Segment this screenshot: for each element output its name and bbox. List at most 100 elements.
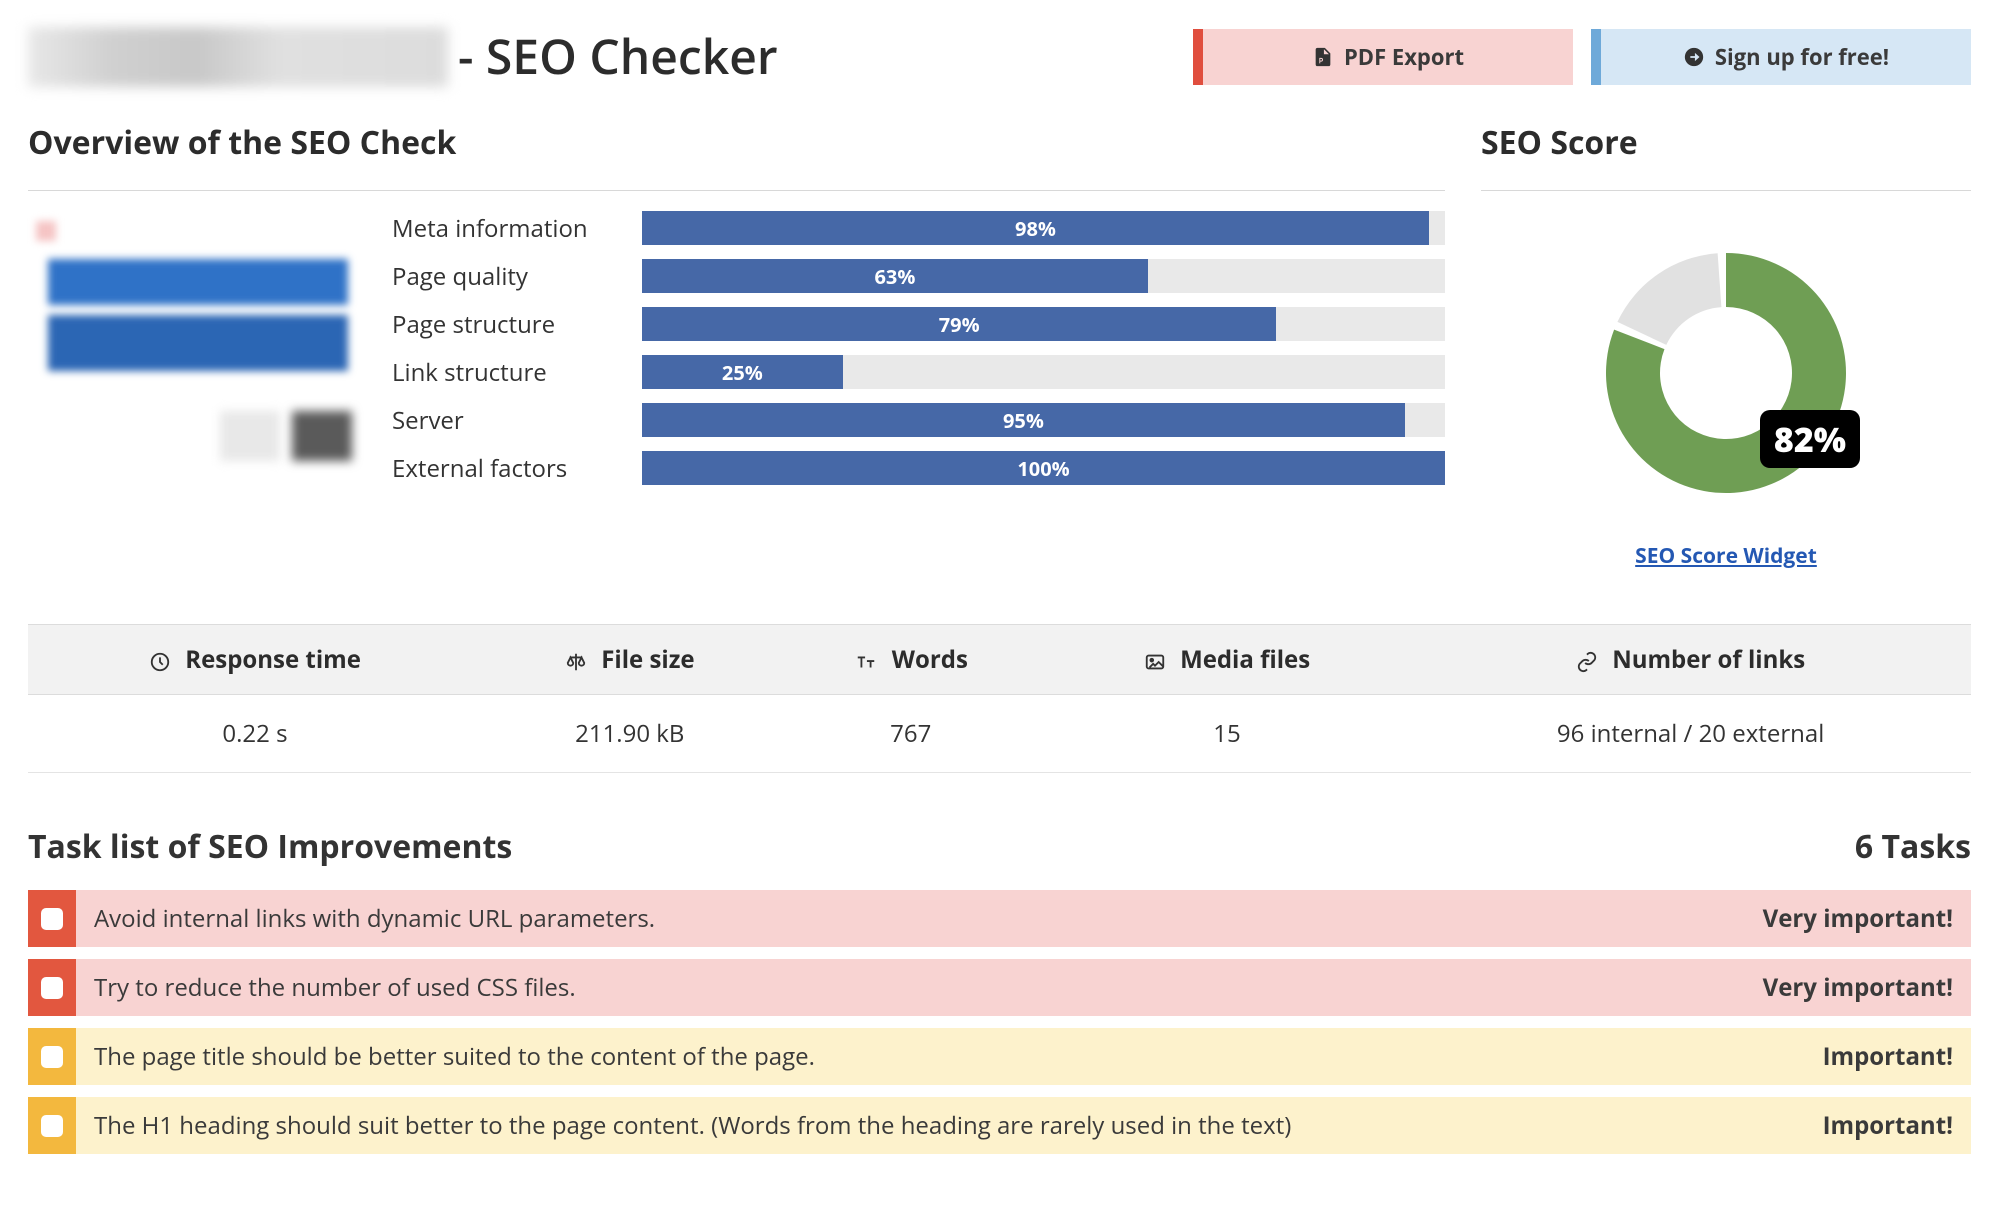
- task-text: The page title should be better suited t…: [94, 1040, 815, 1073]
- bar-label: Page quality: [392, 260, 642, 293]
- bar-label: Meta information: [392, 212, 642, 245]
- score-badge: 82%: [1760, 410, 1860, 468]
- stats-value-row: 0.22 s211.90 kB7671596 internal / 20 ext…: [28, 695, 1971, 773]
- bar-track: 63%: [642, 259, 1445, 293]
- bar-fill: 63%: [642, 259, 1148, 293]
- bar-label: Page structure: [392, 308, 642, 341]
- stats-col-header: Words: [778, 625, 1044, 695]
- task-body: The H1 heading should suit better to the…: [76, 1097, 1971, 1154]
- donut-chart-icon: [1576, 223, 1876, 523]
- task-row: Try to reduce the number of used CSS fil…: [28, 959, 1971, 1016]
- tasks-count: 6 Tasks: [1855, 825, 1971, 868]
- clock-icon: [149, 643, 179, 676]
- bar-percent: 25%: [722, 359, 763, 386]
- stats-col-header: Response time: [28, 625, 482, 695]
- bar-fill: 95%: [642, 403, 1405, 437]
- tasks-header: Task list of SEO Improvements 6 Tasks: [28, 825, 1971, 868]
- score-area: 82% SEO Score Widget: [1481, 211, 1971, 570]
- signup-label: Sign up for free!: [1715, 42, 1889, 72]
- score-donut: 82%: [1576, 223, 1876, 528]
- arrow-circle-icon: [1683, 46, 1705, 68]
- pdf-export-label: PDF Export: [1344, 42, 1464, 72]
- bar-track: 25%: [642, 355, 1445, 389]
- task-row: The page title should be better suited t…: [28, 1028, 1971, 1085]
- bar-track: 95%: [642, 403, 1445, 437]
- task-checkbox[interactable]: [28, 1028, 76, 1085]
- image-icon: [1144, 643, 1174, 676]
- task-text: The H1 heading should suit better to the…: [94, 1109, 1291, 1142]
- task-checkbox[interactable]: [28, 959, 76, 1016]
- stats-col-label: Number of links: [1612, 643, 1805, 676]
- checkbox-icon: [41, 977, 63, 999]
- bar-percent: 95%: [1003, 407, 1044, 434]
- page-title-wrap: - SEO Checker: [28, 24, 1169, 89]
- divider: [28, 190, 1445, 191]
- bar-fill: 98%: [642, 211, 1429, 245]
- divider: [1481, 190, 1971, 191]
- main-grid: Overview of the SEO Check Meta informati…: [28, 121, 1971, 570]
- stats-value: 0.22 s: [28, 695, 482, 773]
- text-icon: [854, 643, 886, 676]
- task-row: The H1 heading should suit better to the…: [28, 1097, 1971, 1154]
- progress-bar-row: Link structure25%: [392, 355, 1445, 389]
- checkbox-icon: [41, 908, 63, 930]
- progress-bar-row: Page quality 63%: [392, 259, 1445, 293]
- page-title: - SEO Checker: [458, 24, 778, 89]
- progress-bar-row: Page structure 79%: [392, 307, 1445, 341]
- task-body: The page title should be better suited t…: [76, 1028, 1971, 1085]
- task-text: Avoid internal links with dynamic URL pa…: [94, 902, 655, 935]
- action-buttons: PDF Export Sign up for free!: [1193, 29, 1971, 85]
- bar-track: 98%: [642, 211, 1445, 245]
- stats-value: 96 internal / 20 external: [1410, 695, 1971, 773]
- bar-label: External factors: [392, 452, 642, 485]
- stats-col-label: Response time: [185, 643, 361, 676]
- score-column: SEO Score 82% SEO Score Widget: [1481, 121, 1971, 570]
- task-text: Try to reduce the number of used CSS fil…: [94, 971, 576, 1004]
- tasks-list: Avoid internal links with dynamic URL pa…: [28, 890, 1971, 1154]
- progress-bar-row: Meta information 98%: [392, 211, 1445, 245]
- stats-value: 211.90 kB: [482, 695, 778, 773]
- page-thumbnail: [28, 211, 368, 471]
- bar-percent: 63%: [874, 263, 915, 290]
- bar-percent: 79%: [939, 311, 980, 338]
- checkbox-icon: [41, 1115, 63, 1137]
- scale-icon: [565, 643, 595, 676]
- task-row: Avoid internal links with dynamic URL pa…: [28, 890, 1971, 947]
- stats-col-header: Media files: [1044, 625, 1410, 695]
- stats-value: 15: [1044, 695, 1410, 773]
- stats-col-header: File size: [482, 625, 778, 695]
- task-priority: Important!: [1823, 1109, 1953, 1142]
- bar-label: Server: [392, 404, 642, 437]
- stats-value: 767: [778, 695, 1044, 773]
- stats-col-label: Media files: [1180, 643, 1310, 676]
- bar-fill: 100%: [642, 451, 1445, 485]
- progress-bar-row: External factors 100%: [392, 451, 1445, 485]
- pdf-export-button[interactable]: PDF Export: [1193, 29, 1573, 85]
- link-icon: [1576, 643, 1606, 676]
- task-priority: Important!: [1823, 1040, 1953, 1073]
- bar-percent: 100%: [1017, 455, 1069, 482]
- task-priority: Very important!: [1763, 902, 1953, 935]
- header-row: - SEO Checker PDF Export Sign up for fre…: [28, 24, 1971, 89]
- checkbox-icon: [41, 1046, 63, 1068]
- stats-table: Response time File size Words Media file…: [28, 624, 1971, 773]
- bar-track: 100%: [642, 451, 1445, 485]
- stats-col-header: Number of links: [1410, 625, 1971, 695]
- overview-heading: Overview of the SEO Check: [28, 121, 1445, 174]
- score-widget-link[interactable]: SEO Score Widget: [1481, 542, 1971, 570]
- signup-button[interactable]: Sign up for free!: [1591, 29, 1971, 85]
- file-pdf-icon: [1312, 46, 1334, 68]
- task-checkbox[interactable]: [28, 1097, 76, 1154]
- task-body: Try to reduce the number of used CSS fil…: [76, 959, 1971, 1016]
- overview-column: Overview of the SEO Check Meta informati…: [28, 121, 1445, 570]
- bar-fill: 79%: [642, 307, 1276, 341]
- bar-fill: 25%: [642, 355, 843, 389]
- bar-percent: 98%: [1015, 215, 1056, 242]
- task-body: Avoid internal links with dynamic URL pa…: [76, 890, 1971, 947]
- score-heading: SEO Score: [1481, 121, 1971, 174]
- tasks-heading: Task list of SEO Improvements: [28, 825, 512, 868]
- task-checkbox[interactable]: [28, 890, 76, 947]
- redacted-site-name: [28, 27, 448, 87]
- progress-bar-row: Server 95%: [392, 403, 1445, 437]
- progress-bars: Meta information 98% Page quality 63% Page s…: [392, 211, 1445, 485]
